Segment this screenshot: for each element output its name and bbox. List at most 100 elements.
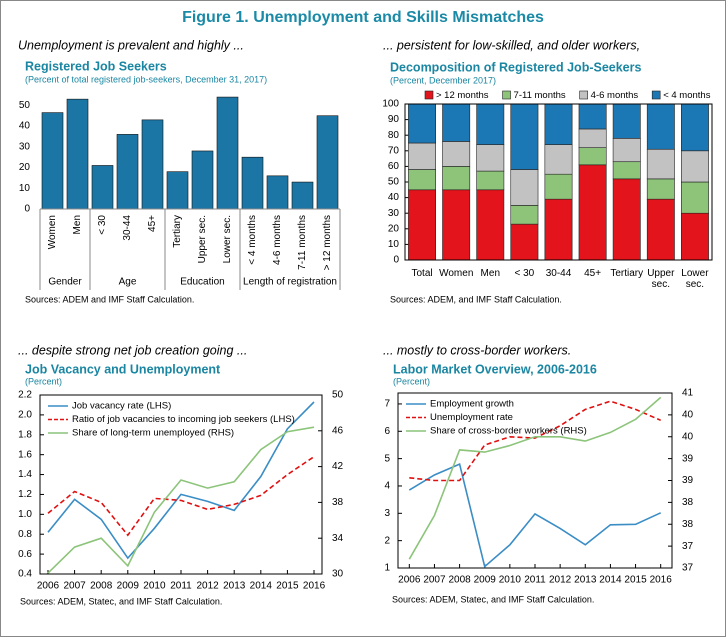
y-tick-label: 90 (388, 114, 400, 125)
source-note: Sources: ADEM, Statec, and IMF Staff Cal… (20, 596, 222, 606)
x-tick-label: 45+ (147, 215, 158, 232)
chart-subtitle: (Percent of total registered job-seekers… (25, 74, 267, 84)
x-tick-label: 2009 (474, 575, 497, 586)
group-label: Gender (48, 277, 82, 288)
bar-segment (510, 205, 539, 225)
y-tick-label: 30 (388, 208, 400, 219)
legend-label: 4-6 months (591, 90, 639, 101)
y-tick-label: 1.2 (18, 489, 32, 500)
bar-segment (442, 166, 471, 191)
x-tick-label: Lower sec. (222, 215, 233, 263)
bar-segment (646, 103, 675, 150)
y-tick-label: 1 (384, 563, 390, 574)
bar-segment (408, 169, 436, 191)
legend-label: Ratio of job vacancies to incoming job s… (72, 414, 295, 425)
y2-tick-label: 37 (682, 563, 694, 574)
x-tick-label: 2008 (448, 575, 471, 586)
y-tick-label: 3 (384, 508, 390, 519)
chart-title: Decomposition of Registered Job-Seekers (390, 60, 642, 74)
plot-frame (39, 394, 323, 575)
y2-tick-label: 40 (682, 431, 694, 442)
bar-segment (578, 128, 607, 148)
legend-label: 7-11 months (514, 90, 566, 101)
chart-subtitle: (Percent) (393, 376, 430, 386)
y2-tick-label: 40 (682, 410, 694, 421)
bar (216, 96, 239, 210)
bar-segment (680, 150, 709, 183)
bar-segment (476, 103, 505, 145)
x-tick-label: 2011 (524, 575, 546, 586)
y-tick-label: 1.8 (18, 429, 32, 440)
bar (91, 165, 114, 210)
x-tick-label: 2014 (250, 581, 273, 592)
figure-title: Figure 1. Unemployment and Skills Mismat… (182, 9, 544, 26)
bar (66, 98, 89, 210)
x-tick-label: 2010 (499, 575, 522, 586)
x-tick-label: 2007 (423, 575, 446, 586)
y2-tick-label: 37 (682, 541, 694, 552)
x-tick-label: Upper sec. (197, 215, 208, 263)
y-tick-label: 10 (388, 239, 400, 250)
y-tick-label: 50 (388, 177, 400, 188)
y-tick-label: 2.2 (18, 390, 32, 401)
legend-label: Job vacancy rate (LHS) (72, 401, 171, 412)
x-tick-label: 2011 (170, 581, 192, 592)
y2-tick-label: 34 (332, 533, 344, 544)
y-tick-label: 0 (24, 204, 30, 215)
bar-segment (544, 198, 573, 261)
bar-segment (612, 138, 641, 163)
legend-swatch (579, 90, 588, 100)
x-tick-label: 4-6 months (272, 215, 283, 265)
y2-tick-label: 50 (332, 390, 344, 401)
x-tick-label: < 30 (97, 215, 108, 235)
bar-segment (680, 181, 709, 214)
series-line (408, 462, 662, 569)
series-line (47, 426, 315, 574)
legend-label: Unemployment rate (430, 412, 513, 423)
series-line (47, 401, 315, 560)
bar-segment (442, 141, 471, 167)
y-tick-label: 1.6 (18, 449, 32, 460)
legend-swatch (502, 90, 511, 100)
chart-title: Job Vacancy and Unemployment (25, 362, 221, 376)
bar-segment (578, 164, 607, 261)
bar-segment (612, 103, 641, 139)
y2-tick-label: 41 (682, 388, 694, 399)
x-tick-label: 30-44 (122, 215, 133, 241)
bar (116, 134, 139, 210)
bar-segment (442, 103, 471, 142)
y-tick-label: 30 (19, 141, 31, 152)
legend-label: Share of cross-border workers (RHS) (430, 426, 587, 437)
x-tick-label: Tertiary (172, 215, 183, 248)
group-label: Education (180, 277, 224, 288)
y2-tick-label: 46 (332, 425, 344, 436)
bar-segment (646, 148, 675, 180)
source-note: Sources: ADEM, Statec, and IMF Staff Cal… (392, 594, 594, 604)
y-tick-label: 2 (384, 535, 390, 546)
x-tick-label: 2012 (196, 581, 219, 592)
x-tick-label: 2008 (90, 581, 113, 592)
y-tick-label: 1.0 (18, 509, 32, 520)
x-tick-label: 2009 (117, 581, 140, 592)
chart-title: Labor Market Overview, 2006-2016 (393, 362, 597, 376)
x-tick-label: Women (439, 268, 474, 279)
bar-segment (476, 170, 505, 191)
y2-tick-label: 42 (332, 461, 344, 472)
bar-segment (510, 169, 539, 206)
y2-tick-label: 38 (682, 519, 694, 530)
bar-segment (544, 144, 573, 175)
source-note: Sources: ADEM and IMF Staff Calculation. (25, 294, 194, 304)
bar-segment (680, 103, 709, 152)
panel-heading: ... despite strong net job creation goin… (18, 343, 247, 357)
x-tick-label: < 30 (514, 268, 535, 279)
legend-swatch (424, 90, 434, 100)
bar-segment (510, 103, 539, 170)
y-tick-label: 1.4 (18, 469, 32, 480)
bar (41, 112, 64, 210)
bar-segment (646, 198, 675, 261)
bar-segment (544, 173, 573, 200)
legend-label: < 4 months (663, 90, 711, 101)
plot-frame (397, 392, 673, 569)
y-tick-label: 0.8 (18, 529, 32, 540)
